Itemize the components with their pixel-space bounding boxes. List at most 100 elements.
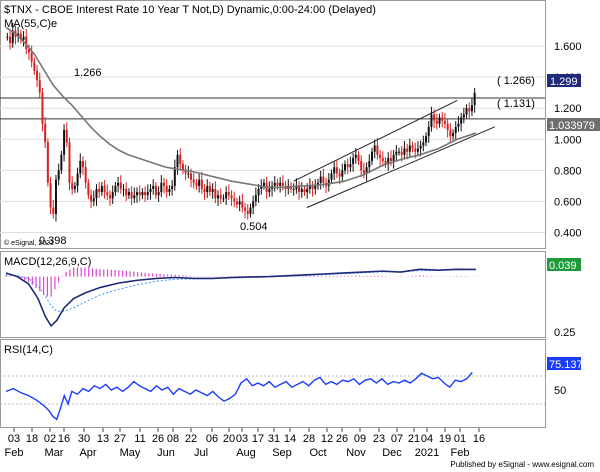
x-month-label: Aug: [236, 447, 256, 459]
candle-body: [200, 179, 203, 189]
candle-body: [268, 188, 271, 193]
candle-body: [133, 195, 136, 199]
candle-body: [311, 185, 314, 189]
candle-body: [95, 188, 98, 199]
x-tick-label: 16: [58, 433, 70, 445]
high-annotation: 1.266: [74, 67, 102, 79]
candle-body: [122, 188, 125, 190]
candle-body: [90, 195, 93, 202]
candle-body: [98, 188, 101, 193]
candle-body: [354, 154, 357, 158]
x-tick-label: 20: [223, 433, 235, 445]
x-tick-label: 07: [391, 433, 403, 445]
candle-body: [384, 161, 387, 165]
candle-body: [9, 36, 12, 43]
candle-body: [225, 192, 228, 199]
candle-body: [343, 164, 346, 171]
candle-body: [419, 145, 422, 149]
candle-body: [181, 164, 184, 171]
macd-tick-label: 0.25: [554, 327, 575, 339]
rsi-value-tag-text: 75.137: [549, 359, 583, 371]
candle-body: [279, 182, 282, 186]
x-month-label: Apr: [79, 447, 96, 459]
candle-body: [400, 151, 403, 155]
price-tick-label: 0.600: [554, 196, 582, 208]
candle-body: [257, 188, 260, 196]
candle-body: [30, 52, 33, 62]
candle-body: [233, 198, 236, 202]
candle-body: [379, 154, 382, 158]
ma-value-tag: 1.033979: [547, 118, 600, 132]
candle-body: [435, 120, 438, 124]
candle-body: [138, 192, 141, 196]
x-tick-label: 27: [114, 433, 126, 445]
candle-body: [36, 70, 39, 81]
candle-body: [165, 185, 168, 193]
candle-body: [425, 136, 428, 143]
x-month-label: Jul: [194, 447, 208, 459]
candle-body: [365, 167, 368, 174]
candle-body: [314, 185, 317, 189]
low-annotation: 0.398: [39, 235, 67, 247]
x-month-label: 2021: [415, 447, 439, 459]
x-tick-label: 09: [354, 433, 366, 445]
candle-body: [11, 30, 14, 43]
chart-title: $TNX - CBOE Interest Rate 10 Year T Not,…: [4, 4, 376, 16]
x-month-label: Oct: [309, 447, 326, 459]
candle-body: [452, 133, 455, 137]
x-tick-label: 31: [268, 433, 280, 445]
candle-body: [100, 185, 103, 193]
candle-body: [319, 176, 322, 183]
candle-body: [211, 188, 214, 193]
candle-body: [422, 142, 425, 146]
candle-body: [157, 192, 160, 196]
ma-label: MA(55,C)e: [4, 18, 57, 30]
candle-body: [22, 36, 25, 40]
candle-body: [322, 176, 325, 183]
macd-panel: MACD(12,26,9,C) 0.25 0.039: [0, 251, 581, 339]
candle-body: [76, 173, 79, 186]
candle-body: [357, 154, 360, 162]
candle-body: [57, 170, 60, 180]
candle-body: [292, 188, 295, 190]
x-month-label: Nov: [346, 447, 366, 459]
candle-body: [203, 188, 206, 193]
candle-body: [389, 157, 392, 162]
candle-body: [108, 195, 111, 199]
rsi-tick-label: 50: [554, 385, 566, 397]
price-tick-label: 1.600: [554, 41, 582, 53]
candle-body: [235, 201, 238, 205]
candle-body: [173, 167, 176, 186]
candle-body: [381, 157, 384, 162]
x-tick-label: 26: [336, 433, 348, 445]
macd-value-tag: 0.039: [547, 258, 581, 272]
candle-body: [300, 188, 303, 193]
candle-body: [192, 179, 195, 183]
candle-body: [219, 195, 222, 199]
candle-body: [49, 182, 52, 208]
candle-body: [84, 167, 87, 183]
candle-body: [141, 192, 144, 196]
price-tick-label: 0.400: [554, 227, 582, 239]
x-tick-label: 11: [134, 433, 145, 445]
candle-body: [468, 108, 471, 112]
candle-body: [371, 151, 374, 162]
candle-body: [46, 142, 49, 183]
candle-body: [368, 161, 371, 168]
candle-body: [454, 126, 457, 134]
candle-body: [230, 195, 233, 199]
candle-body: [154, 185, 157, 196]
candle-body: [330, 173, 333, 180]
candle-body: [446, 123, 449, 130]
candle-body: [349, 164, 352, 168]
channel-upper-line: [293, 99, 458, 182]
candle-body: [298, 185, 301, 193]
x-tick-label: 16: [473, 433, 485, 445]
hline-1-label: ( 1.266): [497, 75, 535, 87]
x-tick-label: 26: [152, 433, 164, 445]
candle-body: [41, 92, 44, 124]
price-horizontal-lines: [0, 97, 545, 120]
candle-body: [87, 182, 90, 196]
candle-body: [338, 173, 341, 177]
x-tick-label: 19: [439, 433, 451, 445]
